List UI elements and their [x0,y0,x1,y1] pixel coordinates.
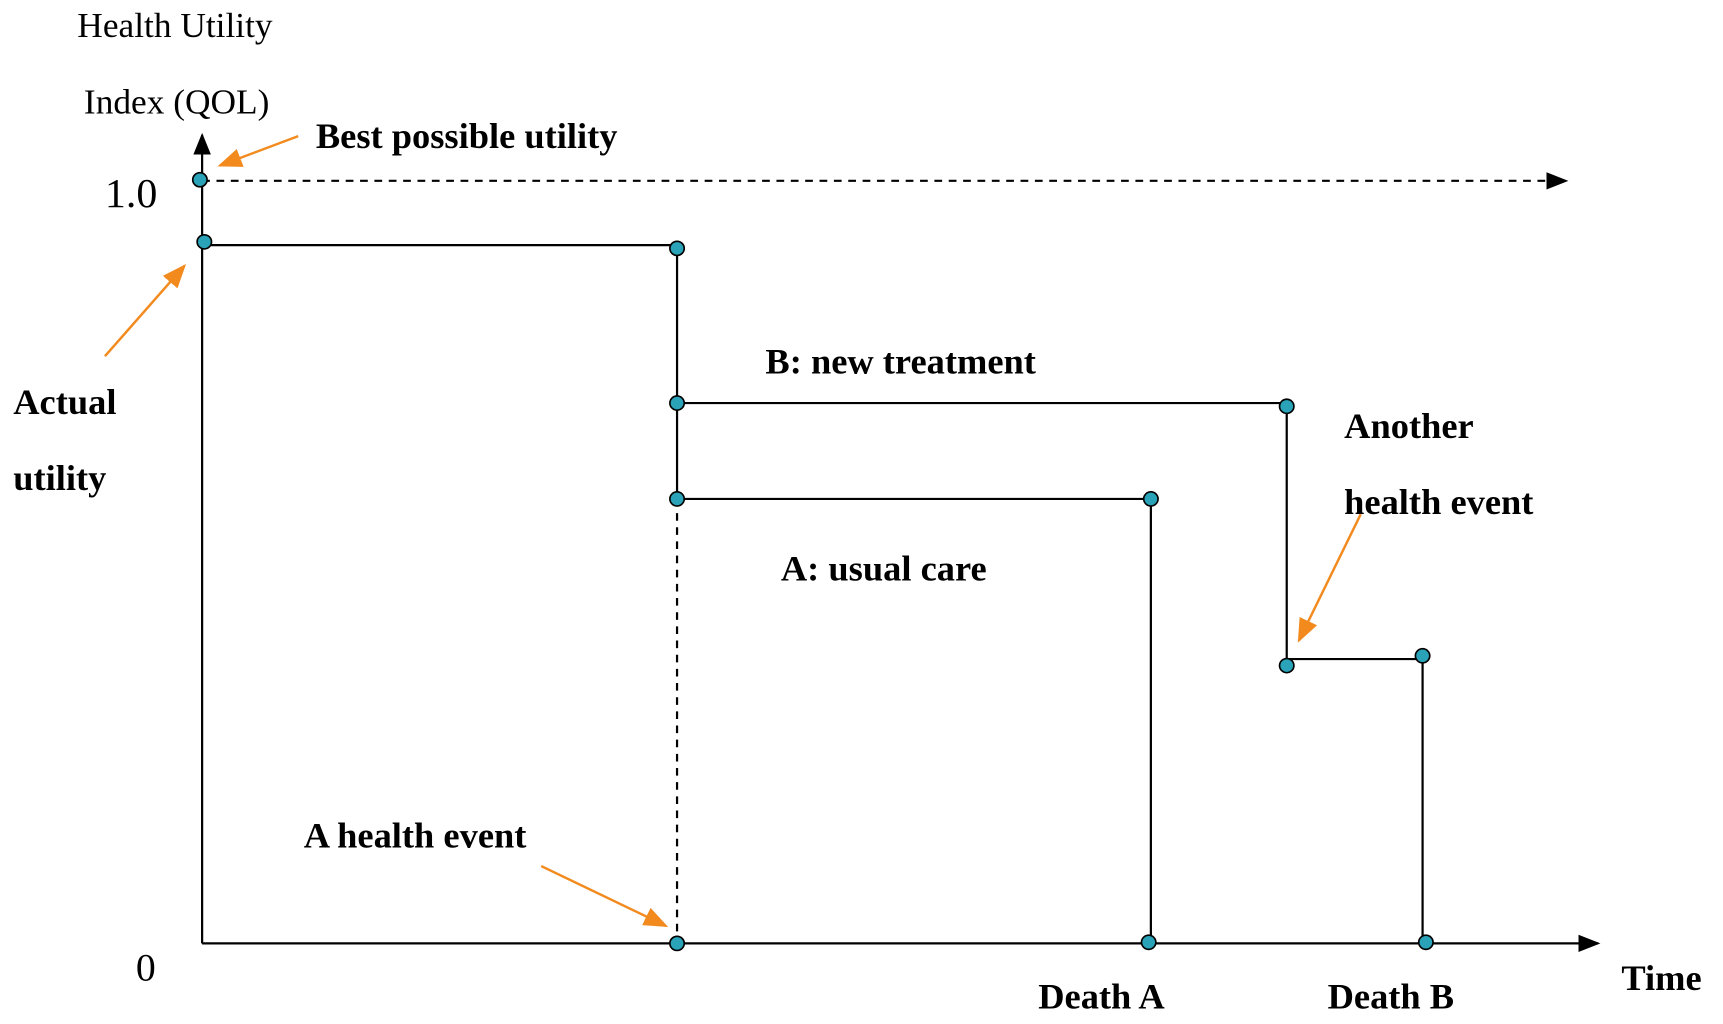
actual-line [204,244,679,499]
y-tick: 1.0 [105,171,157,217]
annotation: Best possible utility [316,116,618,156]
x-label: Time [1621,958,1701,998]
arrow [217,135,299,167]
y-tick: 0 [136,946,156,990]
annotation: Another [1344,406,1474,446]
y-label: Index (QOL) [84,83,269,122]
arrow [540,864,669,928]
arrow [104,263,187,358]
y-label: Health Utility [77,6,273,45]
annotation: health event [1344,482,1533,522]
curve-label: B: new treatment [765,342,1036,382]
annotation: A health event [304,816,527,856]
annotation: Actual [13,382,116,422]
annotation: utility [13,458,106,498]
death-label: Death B [1328,977,1455,1017]
arrow [1297,513,1362,643]
dots [191,171,1434,952]
death-label: Death A [1038,977,1165,1017]
curve-b [677,401,1424,944]
curve-label: A: usual care [781,549,987,589]
